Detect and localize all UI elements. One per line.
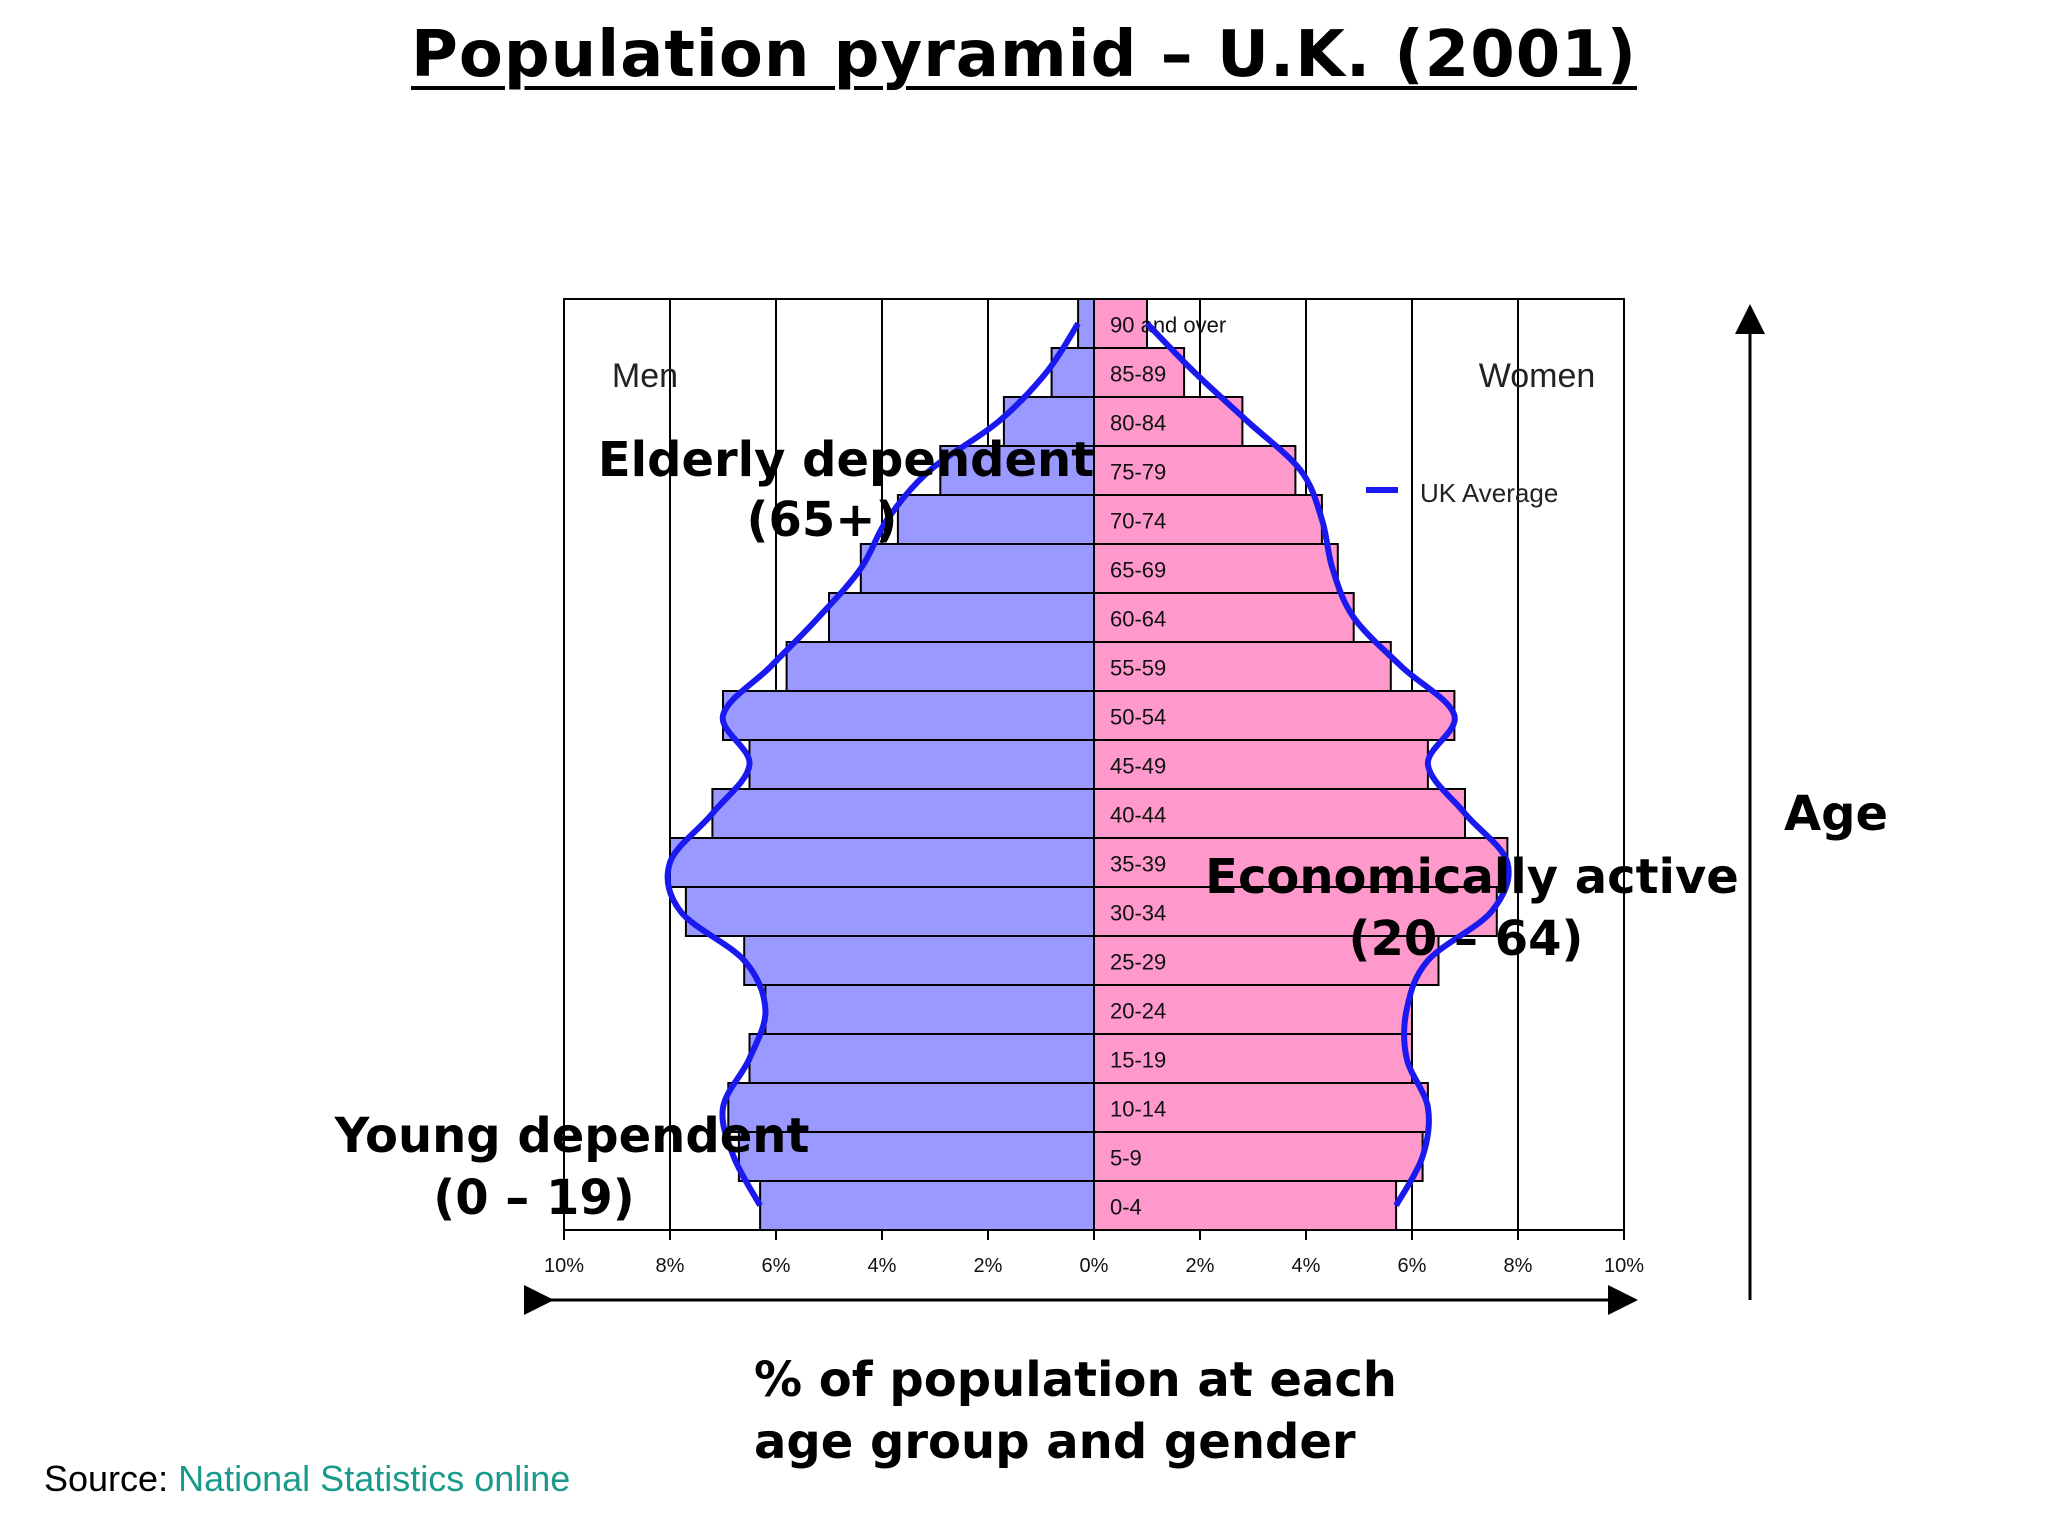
- bar-men-10-14: [727, 1082, 1095, 1133]
- x-tick-label: 8%: [1504, 1255, 1533, 1277]
- x-tick-label: 6%: [762, 1255, 791, 1277]
- legend-label: UK Average: [1420, 478, 1558, 508]
- bar-men-90-and-over: [1077, 298, 1095, 349]
- source-label: Source:: [44, 1458, 169, 1499]
- bar-men-60-64: [828, 592, 1095, 643]
- bar-men-20-24: [764, 984, 1096, 1035]
- age-label: 20-24: [1110, 999, 1166, 1024]
- source-link[interactable]: National Statistics online: [178, 1458, 571, 1499]
- annotation-young: Young dependent (0 – 19): [334, 1108, 810, 1226]
- annotation-active-line1: Economically active: [1205, 849, 1739, 905]
- age-label: 40-44: [1110, 803, 1166, 828]
- slide-title: Population pyramid – U.K. (2001): [410, 18, 1638, 92]
- x-tick-label: 4%: [1292, 1255, 1321, 1277]
- age-label: 60-64: [1110, 607, 1166, 632]
- bar-men-50-54: [722, 690, 1095, 741]
- bars: [669, 298, 1509, 1231]
- bar-women-25-29: [1093, 935, 1440, 986]
- men-label: Men: [612, 357, 678, 395]
- women-label: Women: [1479, 357, 1596, 395]
- annotation-elderly-line1: Elderly dependent: [598, 432, 1094, 488]
- bar-men-0-4: [759, 1180, 1095, 1231]
- x-tick-label: 10%: [1604, 1255, 1644, 1277]
- age-label: 75-79: [1110, 460, 1166, 485]
- bar-men-55-59: [785, 641, 1095, 692]
- age-label: 45-49: [1110, 754, 1166, 779]
- annotation-elderly: Elderly dependent (65+): [598, 432, 1094, 548]
- x-tick-label: 2%: [974, 1255, 1003, 1277]
- x-tick-label: 10%: [544, 1255, 584, 1277]
- bar-men-40-44: [711, 788, 1096, 839]
- x-tick-label: 6%: [1398, 1255, 1427, 1277]
- annotation-young-line1: Young dependent: [334, 1108, 810, 1164]
- uk-average-lines: [664, 321, 1512, 1207]
- x-tick-label: 2%: [1186, 1255, 1215, 1277]
- bar-women-65-69: [1093, 543, 1339, 594]
- bar-men-45-49: [748, 739, 1095, 790]
- age-label: 65-69: [1110, 558, 1166, 583]
- age-label: 90 and over: [1110, 313, 1226, 338]
- bar-men-15-19: [748, 1033, 1095, 1084]
- age-label: 30-34: [1110, 901, 1166, 926]
- uk-average-line-women: [1144, 321, 1512, 1207]
- uk-average-line-men: [664, 321, 1081, 1207]
- bar-women-20-24: [1093, 984, 1413, 1035]
- source-note: Source: National Statistics online: [44, 1458, 570, 1500]
- bar-women-60-64: [1093, 592, 1355, 643]
- bar-women-50-54: [1093, 690, 1456, 741]
- annotation-active: Economically active (20 – 64): [1205, 849, 1739, 967]
- x-caption: % of population at each age group and ge…: [754, 1352, 1397, 1470]
- age-label: 15-19: [1110, 1048, 1166, 1073]
- annotation-elderly-line2: (65+): [747, 492, 898, 548]
- age-label: 10-14: [1110, 1097, 1166, 1122]
- age-axis-label: Age: [1784, 786, 1888, 842]
- age-label: 55-59: [1110, 656, 1166, 681]
- age-label: 25-29: [1110, 950, 1166, 975]
- bar-women-5-9: [1093, 1131, 1424, 1182]
- bar-women-0-4: [1093, 1180, 1398, 1231]
- age-labels: 90 and over 85-89 80-84 75-79 70-74 65-69 60-6…: [1110, 313, 1226, 1220]
- bar-men-30-34: [684, 886, 1096, 937]
- bar-women-75-79: [1093, 445, 1297, 496]
- bar-women-15-19: [1093, 1033, 1413, 1084]
- x-tick-label: 0%: [1080, 1255, 1109, 1277]
- x-tick-label: 4%: [868, 1255, 897, 1277]
- x-tick-labels: 10% 8% 6% 4% 2% 0% 2% 4% 6% 8% 10%: [544, 1230, 1644, 1277]
- x-caption-line1: % of population at each: [754, 1352, 1397, 1408]
- annotation-active-line2: (20 – 64): [1349, 911, 1584, 967]
- legend: UK Average: [1366, 478, 1558, 508]
- bar-men-25-29: [743, 935, 1095, 986]
- bar-women-45-49: [1093, 739, 1429, 790]
- age-label: 50-54: [1110, 705, 1166, 730]
- bar-men-5-9: [737, 1131, 1096, 1182]
- age-label: 0-4: [1110, 1195, 1142, 1220]
- bar-men-65-69: [859, 543, 1095, 594]
- age-label: 35-39: [1110, 852, 1166, 877]
- x-tick-label: 8%: [656, 1255, 685, 1277]
- annotation-young-line2: (0 – 19): [433, 1170, 635, 1226]
- age-label: 85-89: [1110, 362, 1166, 387]
- bar-women-30-34: [1093, 886, 1498, 937]
- bar-women-85-89: [1093, 347, 1186, 398]
- bar-men-35-39: [669, 837, 1095, 888]
- bar-women-35-39: [1093, 837, 1509, 888]
- x-caption-line2: age group and gender: [754, 1414, 1356, 1470]
- age-label: 80-84: [1110, 411, 1166, 436]
- age-label: 70-74: [1110, 509, 1166, 534]
- age-label: 5-9: [1110, 1146, 1142, 1171]
- bar-men-70-74: [896, 494, 1096, 545]
